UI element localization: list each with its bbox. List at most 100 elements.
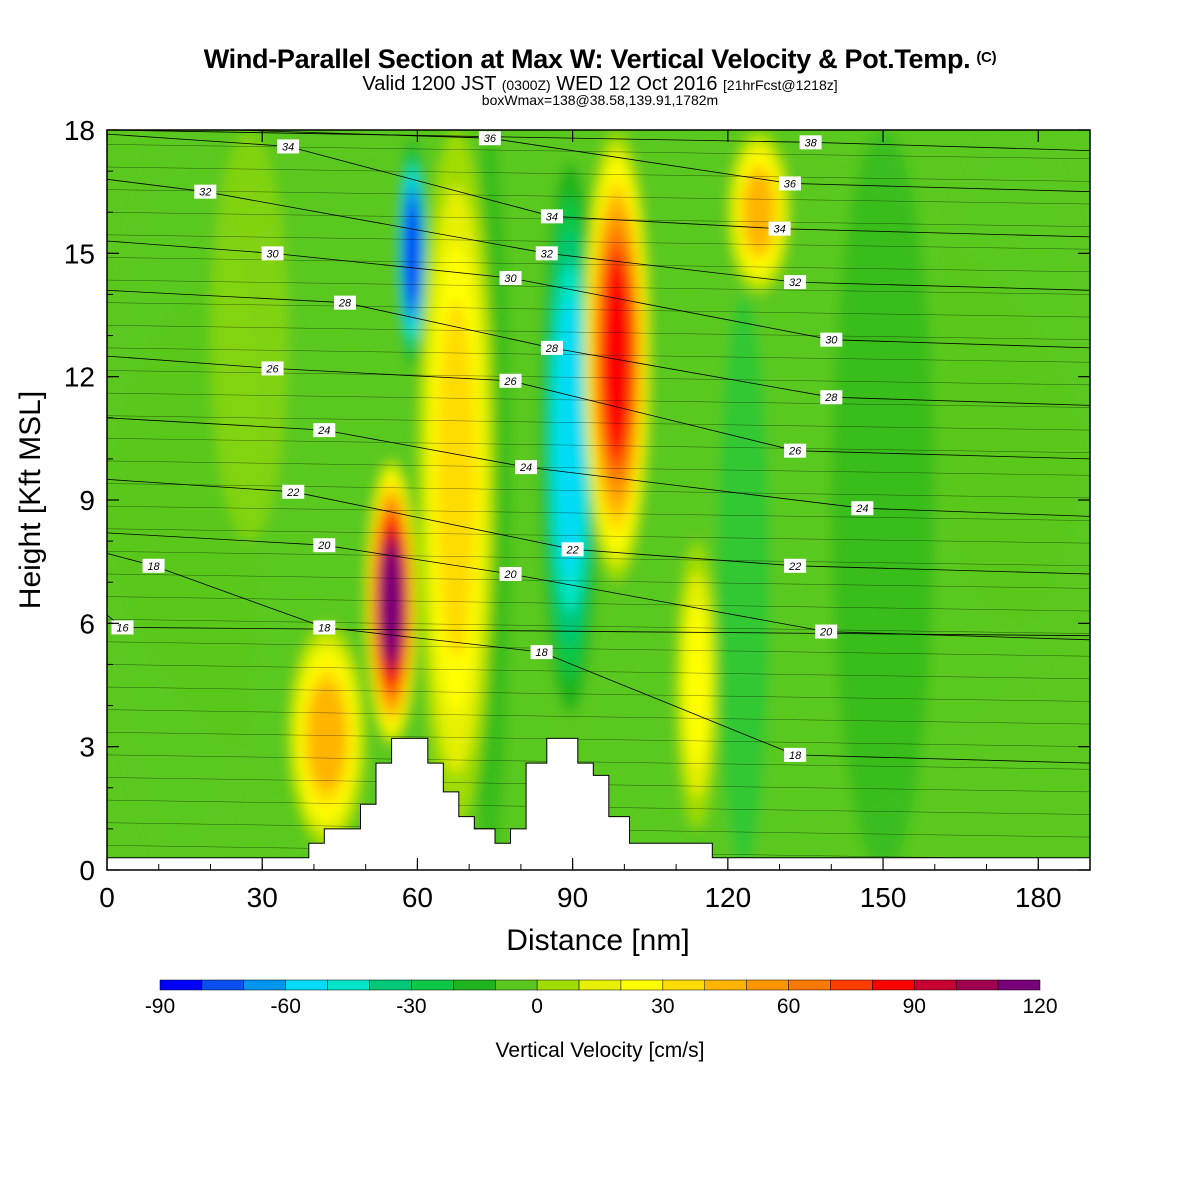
theta-contour-line — [107, 686, 1090, 702]
svg-text:34: 34 — [546, 211, 558, 223]
colorbar-swatch — [453, 979, 496, 991]
contour-label: 30 — [261, 246, 284, 260]
contour-label: 20 — [815, 624, 838, 639]
colorbar-swatch — [955, 979, 999, 991]
theta-contour-line — [107, 234, 1090, 250]
x-tick-label: 30 — [247, 882, 278, 913]
theta-contour-line — [222, 130, 1090, 193]
svg-text:28: 28 — [338, 298, 352, 310]
theta-contour-line — [107, 189, 1090, 205]
colorbar-tick-label: 30 — [651, 995, 674, 1018]
colorbar-swatch — [159, 979, 203, 991]
theta-contour-line — [107, 392, 1090, 408]
svg-text:38: 38 — [804, 137, 817, 149]
contour-label: 28 — [540, 340, 563, 355]
svg-text:36: 36 — [484, 133, 497, 145]
svg-text:34: 34 — [773, 224, 785, 236]
colorbar-tick-label: 0 — [531, 995, 543, 1018]
velocity-zone — [717, 294, 770, 870]
y-axis-label: Height [Kft MSL] — [14, 391, 47, 609]
svg-text:28: 28 — [824, 392, 838, 404]
contour-label: 36 — [478, 131, 501, 146]
theta-contour-line — [107, 709, 1090, 725]
contour-label: 20 — [313, 538, 336, 553]
contour-label: 26 — [499, 373, 522, 388]
theta-contour-line — [107, 166, 1090, 182]
theta-contour-line — [107, 279, 1090, 295]
updraft-core — [308, 682, 346, 791]
contour-label: 18 — [142, 558, 165, 573]
svg-text:18: 18 — [147, 561, 160, 573]
x-tick-label: 0 — [99, 882, 115, 913]
colorbar-swatch — [369, 979, 412, 991]
colorbar-tick-label: -90 — [145, 995, 175, 1018]
svg-text:18: 18 — [789, 750, 802, 762]
colorbar-tick-label: 120 — [1022, 995, 1057, 1018]
theta-contour-line — [107, 325, 1090, 340]
theta-contour-line — [107, 573, 1090, 589]
svg-text:20: 20 — [317, 540, 331, 552]
svg-text:32: 32 — [789, 277, 801, 289]
copyright-mark: (C) — [976, 49, 997, 66]
downdraft-core — [554, 297, 586, 580]
svg-text:22: 22 — [286, 487, 299, 499]
theta-contour-line — [107, 144, 1090, 160]
y-tick-label: 18 — [64, 115, 95, 146]
contour-label: 34 — [540, 209, 563, 224]
contour-label: 32 — [194, 184, 217, 199]
y-tick-label: 12 — [64, 362, 95, 393]
contour-label: 22 — [282, 484, 305, 499]
y-tick-label: 3 — [79, 732, 95, 763]
theta-contour-line — [107, 302, 1090, 318]
contour-label: 34 — [768, 221, 791, 236]
svg-text:16: 16 — [116, 622, 129, 634]
contour-label: 26 — [784, 443, 807, 458]
contour-label: 30 — [499, 271, 522, 285]
contour-label: 24 — [515, 460, 538, 475]
velocity-zone — [934, 130, 1090, 624]
svg-text:26: 26 — [788, 446, 802, 458]
contour-label: 32 — [784, 275, 807, 290]
colorbar-swatch — [285, 979, 328, 991]
contour-label: 36 — [778, 176, 801, 191]
colorbar-tick-label: 90 — [903, 995, 926, 1018]
x-axis: 0 30 60 90 120 150 180 — [99, 130, 1091, 913]
updraft-core — [602, 260, 631, 452]
colorbar-swatch — [746, 979, 789, 991]
y-tick-label: 9 — [79, 485, 95, 516]
theta-contour-line — [107, 528, 1090, 544]
colorbar-swatch — [997, 979, 1041, 991]
colorbar-swatch — [411, 979, 454, 991]
svg-text:30: 30 — [266, 248, 279, 260]
svg-text:34: 34 — [282, 141, 294, 153]
theta-contours: 16 18 18 18 18 20 20 20 22 22 22 24 24 24 26 26 26 28 28 28… — [107, 130, 1090, 860]
updraft-core — [436, 300, 477, 659]
svg-text:18: 18 — [535, 647, 548, 659]
colorbar-swatch — [620, 979, 664, 991]
y-tick-label: 15 — [64, 238, 95, 269]
svg-text:18: 18 — [318, 622, 331, 634]
contour-label: 24 — [313, 423, 336, 438]
contour-label: 24 — [851, 501, 874, 516]
svg-text:22: 22 — [788, 561, 801, 573]
svg-text:32: 32 — [541, 248, 553, 260]
svg-text:24: 24 — [855, 503, 868, 515]
theta-contour-line — [107, 596, 1090, 612]
chart-subtitle: Valid 1200 JST (0300Z) WED 12 Oct 2016 [… — [362, 73, 838, 95]
colorbar-swatch — [578, 979, 622, 991]
svg-text:26: 26 — [265, 363, 279, 375]
theta-contour-line — [107, 505, 1090, 521]
svg-text:20: 20 — [819, 627, 833, 639]
theta-contour-line — [107, 641, 1090, 657]
contour-label: 22 — [561, 542, 584, 557]
x-tick-label: 120 — [704, 882, 751, 913]
velocity-zone — [831, 130, 935, 870]
colorbar-swatch — [201, 979, 245, 991]
updraft-core — [381, 544, 403, 661]
theta-contour-line — [107, 347, 1090, 363]
theta-contour-line — [107, 460, 1090, 476]
colorbar-label: Vertical Velocity [cm/s] — [496, 1039, 705, 1062]
svg-text:28: 28 — [545, 343, 559, 355]
